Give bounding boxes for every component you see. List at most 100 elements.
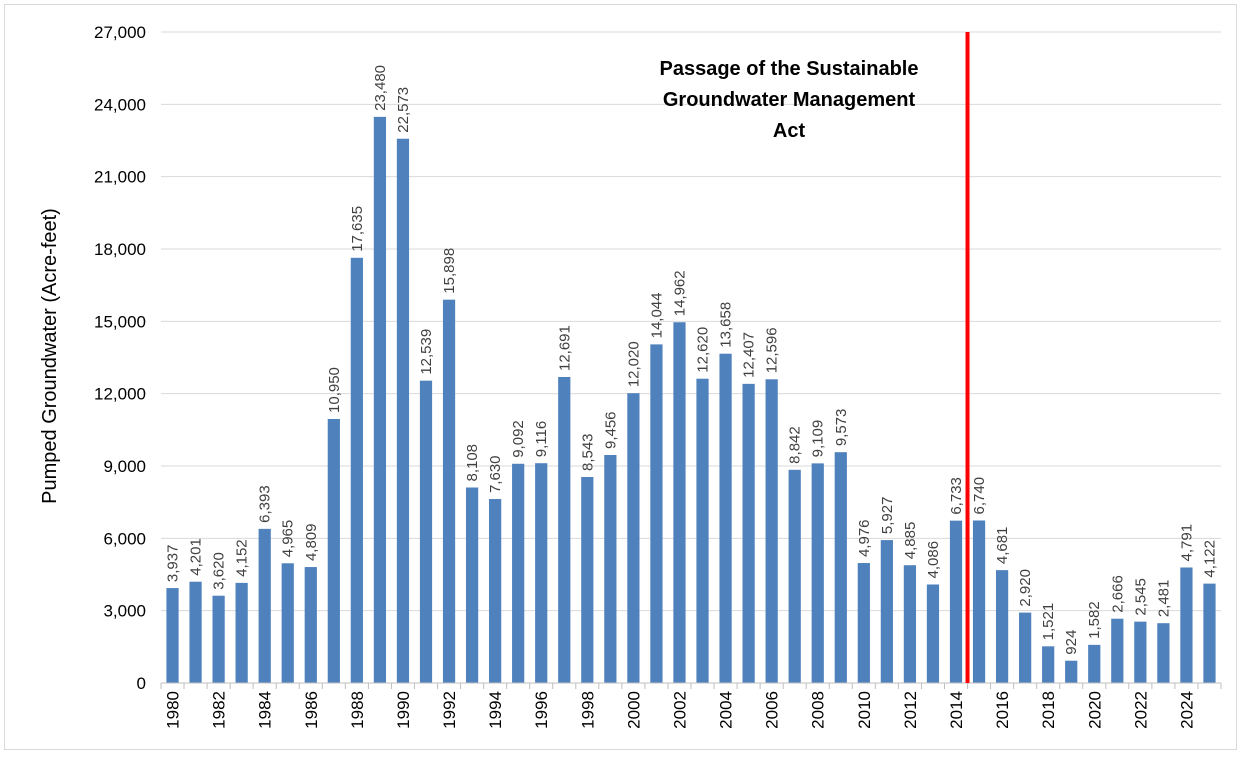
data-label: 14,962 (671, 270, 688, 316)
y-axis: 0 3,000 6,000 9,000 12,000 15,000 18,000 21,000… (94, 23, 146, 693)
data-label: 8,842 (787, 426, 804, 464)
bar (627, 393, 640, 683)
data-label: 4,201 (188, 538, 205, 576)
data-label: 12,539 (418, 329, 435, 375)
bar (189, 581, 202, 683)
data-label: 9,109 (810, 420, 827, 458)
bar (350, 257, 363, 683)
data-label: 4,086 (925, 541, 942, 579)
bar (719, 353, 732, 683)
data-label: 12,407 (741, 332, 758, 378)
bar (235, 582, 248, 683)
data-label: 12,020 (625, 341, 642, 387)
gridlines (161, 31, 1221, 612)
x-tick-label: 2016 (993, 691, 1012, 729)
y-tick-label: 24,000 (94, 95, 146, 114)
data-label: 8,543 (579, 433, 596, 471)
bar (811, 463, 824, 683)
data-label: 4,681 (994, 527, 1011, 565)
data-label: 6,393 (257, 485, 274, 523)
data-label: 12,596 (764, 327, 781, 373)
data-label: 2,920 (1017, 569, 1034, 607)
y-axis-title: Pumped Groundwater (Acre-feet) (39, 208, 61, 504)
data-label: 4,976 (856, 519, 873, 557)
data-label: 22,573 (395, 87, 412, 133)
x-tick-label: 1982 (210, 691, 229, 729)
x-tick-label: 2006 (763, 691, 782, 729)
data-label: 7,630 (487, 455, 504, 493)
x-tick-label: 1990 (394, 691, 413, 729)
data-label: 4,122 (1201, 540, 1218, 578)
data-label: 13,658 (718, 302, 735, 348)
bar (1180, 567, 1193, 683)
bar (489, 499, 502, 683)
bar (1065, 660, 1078, 683)
y-tick-label: 9,000 (103, 457, 146, 476)
y-tick-label: 18,000 (94, 240, 146, 259)
data-label: 23,480 (372, 65, 389, 111)
bars (166, 116, 1216, 684)
data-label: 12,620 (695, 327, 712, 373)
x-tick-label: 2000 (624, 691, 643, 729)
x-tick-label: 2002 (670, 691, 689, 729)
data-label: 4,965 (280, 520, 297, 558)
x-tick-label: 2020 (1085, 691, 1104, 729)
bar (604, 455, 617, 683)
bar (166, 588, 179, 683)
chart-frame (4, 4, 1237, 750)
x-tick-label: 1988 (348, 691, 367, 729)
x-tick-label: 1984 (256, 691, 275, 729)
bar (512, 463, 525, 683)
data-label: 10,950 (326, 367, 343, 413)
data-label: 17,635 (349, 206, 366, 252)
x-tick-label: 2012 (901, 691, 920, 729)
data-label: 4,791 (1178, 524, 1195, 562)
bar (696, 378, 709, 683)
annotation-text: Groundwater Management (663, 89, 916, 111)
data-label: 6,740 (971, 477, 988, 515)
y-tick-label: 21,000 (94, 168, 146, 187)
data-label: 12,691 (556, 325, 573, 371)
data-label: 2,666 (1109, 575, 1126, 613)
x-tick-label: 1998 (578, 691, 597, 729)
bar (327, 418, 340, 683)
bar (788, 469, 801, 683)
data-label: 9,456 (602, 411, 619, 449)
x-tick-label: 1994 (486, 691, 505, 729)
data-label: 3,620 (211, 552, 228, 590)
x-tick-label: 1992 (440, 691, 459, 729)
y-tick-label: 3,000 (103, 602, 146, 621)
bar (535, 463, 548, 683)
x-tick-label: 2014 (947, 691, 966, 729)
bar (765, 379, 778, 683)
bar (304, 567, 317, 683)
y-tick-label: 27,000 (94, 23, 146, 42)
data-label: 4,152 (234, 539, 251, 577)
x-tick-label: 2008 (809, 691, 828, 729)
bar (419, 380, 433, 683)
data-label: 2,545 (1132, 578, 1149, 616)
data-label: 1,521 (1040, 603, 1057, 641)
bar (258, 528, 271, 683)
bar (1111, 618, 1124, 683)
bar (396, 138, 410, 684)
bar (465, 487, 479, 683)
annotation-text: Act (773, 120, 806, 142)
data-label: 4,885 (902, 522, 919, 560)
x-tick-label: 2024 (1177, 691, 1196, 729)
bar (857, 563, 870, 683)
bar (1088, 644, 1101, 683)
x-axis: 1980 1982 1984 1986 1988 1990 1992 1994 1996 1998… (160, 682, 1222, 729)
bar (442, 299, 456, 683)
data-label: 9,573 (833, 409, 850, 447)
bar (972, 520, 986, 683)
bar (926, 584, 940, 683)
data-label: 1,582 (1086, 601, 1103, 639)
bar (281, 563, 294, 683)
bar (650, 344, 663, 683)
data-labels: 3,937 4,201 3,620 4,152 6,393 4,965 4,809 10,95… (165, 65, 1219, 655)
annotation: Passage of the Sustainable Groundwater Ma… (660, 32, 970, 683)
bar (880, 540, 893, 683)
data-label: 2,481 (1155, 580, 1172, 618)
